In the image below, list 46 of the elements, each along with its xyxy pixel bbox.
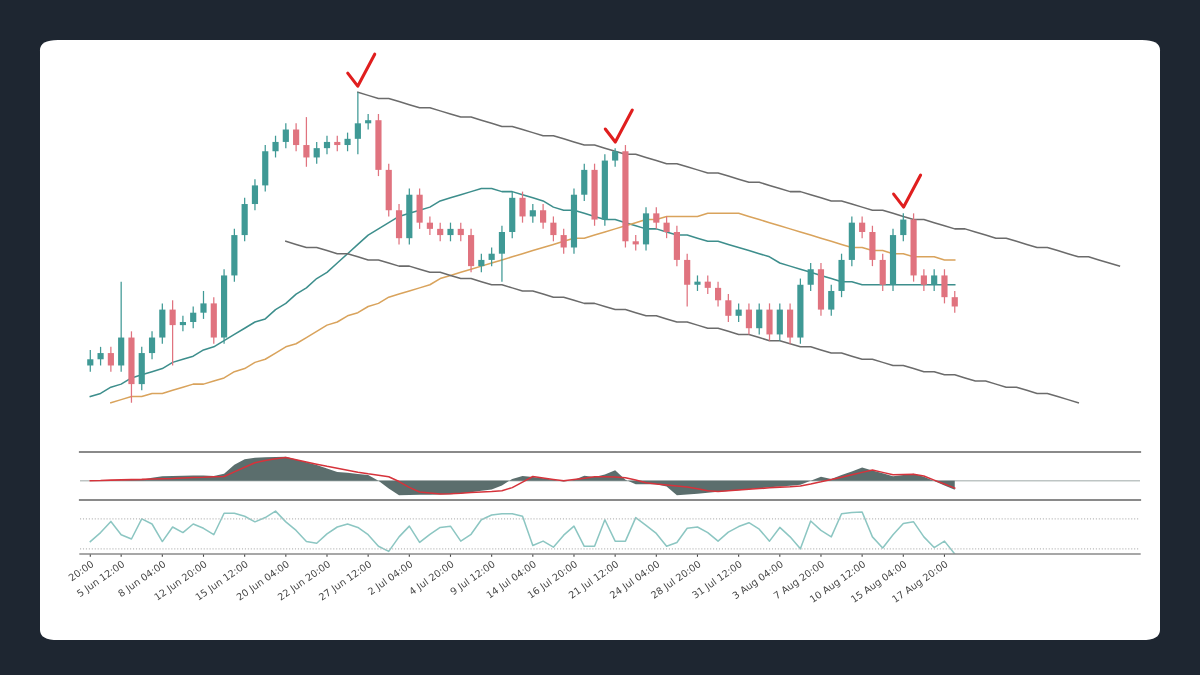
candlestick bbox=[426, 215, 433, 236]
candlestick bbox=[179, 315, 186, 332]
candlestick bbox=[920, 268, 927, 292]
candlestick bbox=[519, 190, 526, 224]
candlestick bbox=[951, 290, 958, 314]
candlestick bbox=[293, 122, 300, 152]
candlestick bbox=[148, 330, 156, 360]
candlestick bbox=[704, 274, 711, 295]
candlestick bbox=[529, 203, 536, 224]
candlestick bbox=[272, 135, 279, 159]
candlestick bbox=[282, 122, 289, 149]
candlestick bbox=[859, 215, 866, 239]
candlestick bbox=[478, 253, 485, 273]
candlestick bbox=[200, 290, 207, 320]
candlestick bbox=[169, 299, 176, 367]
candlestick bbox=[828, 284, 835, 317]
candlestick bbox=[498, 225, 506, 283]
candlestick bbox=[97, 346, 104, 367]
candlestick bbox=[714, 281, 722, 308]
candlestick bbox=[735, 302, 742, 323]
candlestick bbox=[540, 203, 547, 230]
candlestick bbox=[756, 302, 763, 336]
candlestick bbox=[653, 206, 660, 230]
candlestick bbox=[663, 215, 670, 239]
candlestick bbox=[931, 268, 938, 292]
candlestick bbox=[941, 268, 948, 305]
candlestick bbox=[313, 141, 320, 165]
candlestick bbox=[354, 91, 361, 155]
candlestick bbox=[447, 222, 454, 242]
candlestick bbox=[323, 135, 331, 155]
candlestick bbox=[107, 346, 114, 373]
candlestick bbox=[87, 349, 94, 373]
candlestick bbox=[488, 246, 495, 267]
candlestick bbox=[457, 222, 464, 242]
candlestick bbox=[807, 262, 814, 292]
candlestick bbox=[251, 178, 259, 211]
candlestick bbox=[900, 212, 907, 242]
candlestick bbox=[344, 131, 351, 152]
candlestick bbox=[560, 228, 567, 255]
candlestick bbox=[745, 302, 753, 336]
candlestick bbox=[303, 116, 310, 168]
candlestick bbox=[612, 147, 619, 168]
candlestick bbox=[550, 215, 557, 242]
candlestick bbox=[437, 222, 444, 242]
candlestick bbox=[190, 305, 197, 329]
candlestick bbox=[725, 293, 732, 323]
